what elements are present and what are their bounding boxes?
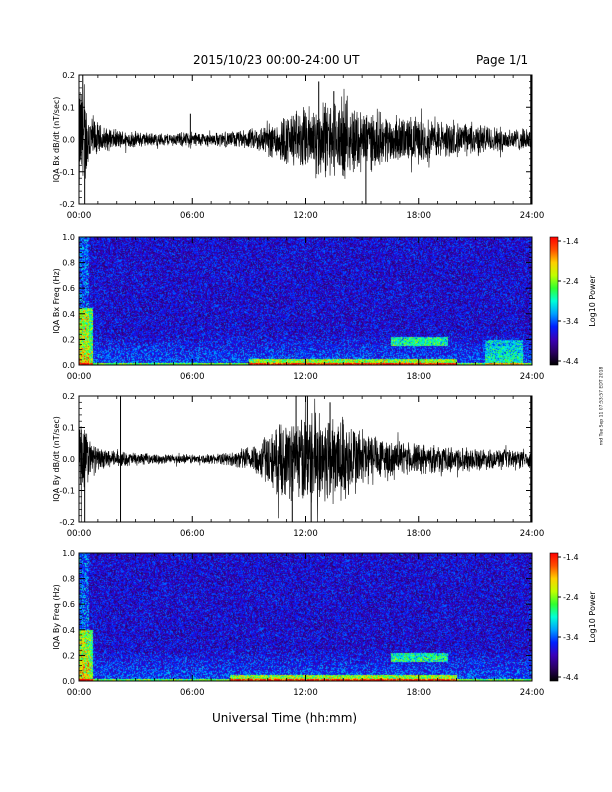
side-timestamp: rnd Tue Sep 11 07:53:57 EDT 2018 <box>599 366 605 446</box>
colorbar <box>549 552 559 682</box>
x-tick-label: 24:00 <box>520 372 545 382</box>
y-tick-label: 0.6 <box>62 284 75 293</box>
colorbar-tick-label: -3.4 <box>563 317 579 326</box>
x-tick-label: 12:00 <box>293 211 318 221</box>
y-axis-label: IQA Bx dB/dt (nT/sec) <box>52 97 61 183</box>
colorbar <box>549 236 559 366</box>
signal-trace <box>78 395 533 523</box>
y-tick-label: -0.1 <box>59 168 75 177</box>
x-tick-label: 06:00 <box>180 372 205 382</box>
colorbar-tick-label: -4.4 <box>563 673 579 682</box>
page-title: 2015/10/23 00:00-24:00 UT <box>193 53 360 67</box>
colorbar-label: Log10 Power <box>588 275 597 327</box>
y-tick-label: -0.1 <box>59 487 75 496</box>
y-axis-label: IQA Bx Freq (Hz) <box>52 268 61 334</box>
y-tick-label: 0.4 <box>62 310 75 319</box>
x-tick-label: 06:00 <box>180 688 205 698</box>
colorbar-tick-label: -2.4 <box>563 593 579 602</box>
x-tick-label: 00:00 <box>67 211 92 221</box>
axes-group: 0.2 0.1 0.0 -0.1 -0.2 IQA Bx dB/dt (nT/sec) 00… <box>52 71 597 698</box>
x-tick-label: 18:00 <box>407 372 432 382</box>
y-tick-label: 1.0 <box>62 549 75 558</box>
y-tick-label: 0.0 <box>62 136 75 145</box>
y-tick-label: 1.0 <box>62 233 75 242</box>
y-tick-label: 0.0 <box>62 677 75 686</box>
y-axis-label: IQA By Freq (Hz) <box>52 584 61 650</box>
x-tick-label: 00:00 <box>67 372 92 382</box>
spectrogram-image <box>79 237 532 365</box>
x-tick-label: 00:00 <box>67 529 92 539</box>
y-tick-label: 0.8 <box>62 575 75 584</box>
x-tick-label: 12:00 <box>293 529 318 539</box>
x-axis-title: Universal Time (hh:mm) <box>212 711 358 725</box>
x-tick-label: 00:00 <box>67 688 92 698</box>
spectrogram-image <box>79 553 532 681</box>
x-tick-label: 18:00 <box>407 211 432 221</box>
x-tick-label: 24:00 <box>520 211 545 221</box>
signal-trace <box>78 78 533 185</box>
colorbar-label: Log10 Power <box>588 591 597 643</box>
y-tick-label: 0.0 <box>62 361 75 370</box>
y-tick-label: 0.2 <box>62 71 75 80</box>
x-tick-label: 12:00 <box>293 372 318 382</box>
spectrogram-canvas <box>79 553 532 681</box>
page-number: Page 1/1 <box>476 53 529 67</box>
colorbar-tick-label: -1.4 <box>563 553 579 562</box>
colorbar-tick-label: -3.4 <box>563 633 579 642</box>
x-tick-label: 24:00 <box>520 688 545 698</box>
x-tick-label: 18:00 <box>407 529 432 539</box>
x-tick-label: 24:00 <box>520 529 545 539</box>
colorbar-tick-label: -2.4 <box>563 277 579 286</box>
y-tick-label: 0.1 <box>62 103 75 112</box>
y-tick-label: 0.2 <box>62 392 75 401</box>
panels-group <box>78 75 533 681</box>
colorbar-tick-label: -1.4 <box>563 237 579 246</box>
x-tick-label: 06:00 <box>180 529 205 539</box>
y-tick-label: 0.1 <box>62 424 75 433</box>
x-tick-label: 06:00 <box>180 211 205 221</box>
y-tick-label: 0.2 <box>62 651 75 660</box>
colorbar-tick-label: -4.4 <box>563 357 579 366</box>
spectrogram-canvas <box>79 237 532 365</box>
y-tick-label: 0.6 <box>62 600 75 609</box>
y-tick-label: 0.2 <box>62 335 75 344</box>
y-tick-label: 0.0 <box>62 455 75 464</box>
y-tick-label: -0.2 <box>59 518 75 527</box>
x-tick-label: 18:00 <box>407 688 432 698</box>
y-tick-label: 0.4 <box>62 626 75 635</box>
y-tick-label: 0.8 <box>62 259 75 268</box>
y-axis-label: IQA By dB/dt (nT/sec) <box>52 416 61 502</box>
y-tick-label: -0.2 <box>59 200 75 209</box>
x-tick-label: 12:00 <box>293 688 318 698</box>
